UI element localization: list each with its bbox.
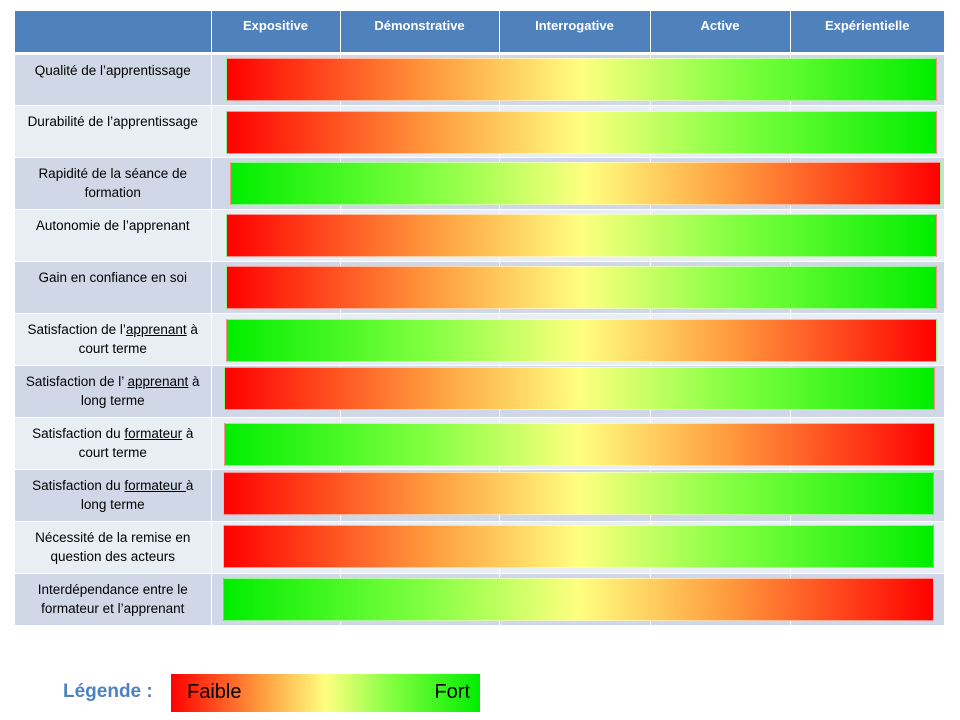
gradient-bar-remise-en-question	[223, 525, 934, 568]
header-corner	[15, 11, 212, 55]
header-expositive: Expositive	[211, 11, 341, 55]
row-label: Autonomie de l’apprenant	[15, 208, 212, 261]
gradient-bar-interdependance	[223, 578, 934, 621]
legend-low-label: Faible	[187, 681, 242, 703]
legend-title: Légende :	[63, 681, 153, 702]
header-active: Active	[650, 11, 791, 55]
header-experientielle: Expérientielle	[790, 11, 944, 55]
gradient-bar-autonomie	[226, 214, 937, 257]
row-label: Rapidité de la séance de formation	[15, 156, 212, 209]
row-label: Satisfaction du formateur à long terme	[15, 468, 212, 521]
row-label: Satisfaction de l’ apprenant à long term…	[15, 364, 212, 417]
legend-high-label: Fort	[434, 681, 470, 703]
gradient-bar-confiance	[226, 266, 937, 309]
row-label: Durabilité de l’apprentissage	[15, 104, 212, 157]
gradient-bar-durabilite	[226, 111, 937, 154]
header-demonstrative: Démonstrative	[340, 11, 500, 55]
legend-gradient-bar: Faible Fort	[171, 674, 480, 712]
gradient-bar-rapidite	[230, 162, 941, 205]
gradient-bar-apprenant-long	[224, 367, 935, 410]
gradient-bar-formateur-court	[224, 423, 935, 466]
header-interrogative: Interrogative	[499, 11, 651, 55]
row-label: Interdépendance entre le formateur et l’…	[15, 572, 212, 625]
row-label: Satisfaction du formateur à court terme	[15, 416, 212, 469]
gradient-bar-qualite	[226, 58, 937, 101]
row-label: Qualité de l’apprentissage	[15, 52, 212, 105]
gradient-bar-apprenant-court	[226, 319, 937, 362]
row-label: Satisfaction de l’apprenant à court term…	[15, 312, 212, 365]
gradient-bar-formateur-long	[223, 472, 934, 515]
header-row: Expositive Démonstrative Interrogative A…	[15, 11, 944, 55]
row-label: Gain en confiance en soi	[15, 260, 212, 313]
row-label: Nécessité de la remise en question des a…	[15, 520, 212, 573]
